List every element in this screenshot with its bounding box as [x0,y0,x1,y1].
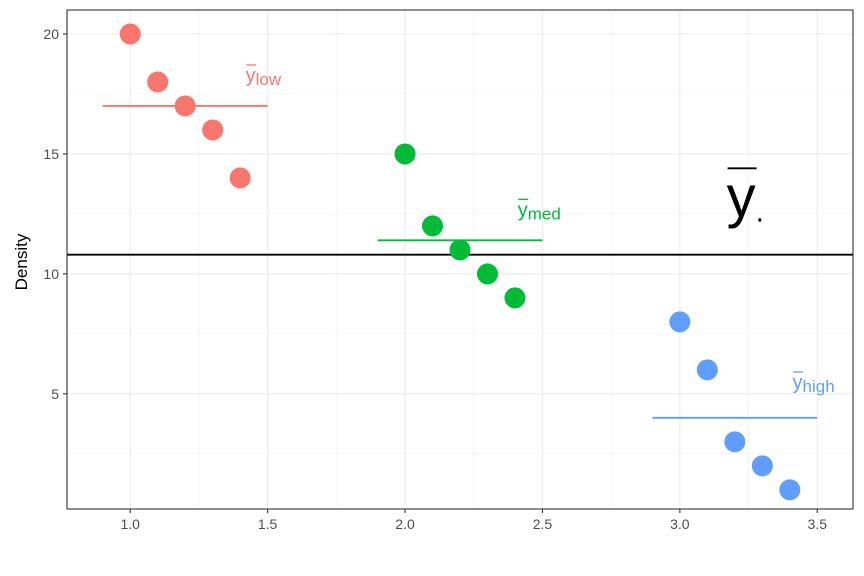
data-point-low [119,23,141,45]
y-tick-label: 15 [43,146,59,162]
x-tick-label: 1.5 [258,516,278,532]
data-point-low [147,71,169,93]
data-point-med [504,287,526,309]
data-point-low [202,119,224,141]
group-mean-label-high: yhigh [793,372,835,396]
x-tick-label: 1.0 [120,516,140,532]
mean-labels: ylow ymed yhigh y. [246,64,835,396]
data-point-high [751,455,773,477]
x-axis: 1.0 1.5 2.0 2.5 3.0 3.5 [120,509,827,532]
x-tick-label: 2.5 [533,516,553,532]
group-mean-label-med: ymed [518,199,561,223]
grand-mean-label: y. [727,164,764,229]
y-tick-label: 10 [43,266,59,282]
data-point-low [229,167,251,189]
x-tick-label: 3.5 [808,516,828,532]
data-point-med [394,143,416,165]
x-tick-label: 2.0 [395,516,415,532]
y-tick-label: 20 [43,26,59,42]
data-point-med [476,263,498,285]
data-point-high [724,431,746,453]
plot-border [66,9,854,510]
y-axis: 5 10 15 20 [43,26,67,402]
x-tick-label: 3.0 [670,516,690,532]
major-gridlines [67,10,853,509]
group-mean-label-low: ylow [246,65,282,89]
data-points [119,23,801,501]
data-point-high [779,479,801,501]
data-point-high [696,359,718,381]
y-tick-label: 5 [51,386,59,402]
data-point-med [449,239,471,261]
data-point-med [422,215,444,237]
data-point-high [669,311,691,333]
minor-gridlines [67,10,853,509]
data-point-low [174,95,196,117]
y-axis-title: Density [12,233,31,290]
